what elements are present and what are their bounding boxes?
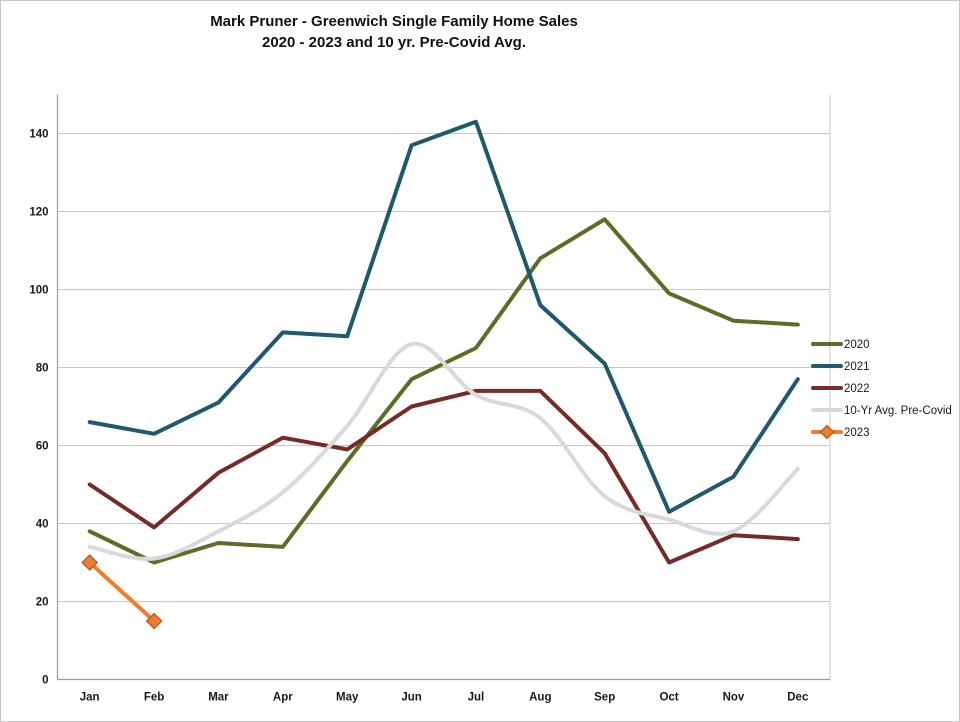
y-tick-label: 140 — [29, 129, 48, 141]
y-tick-label: 120 — [29, 207, 48, 219]
chart-title-line2: 2020 - 2023 and 10 yr. Pre-Covid Avg. — [261, 34, 527, 51]
y-tick-label: 80 — [36, 363, 49, 375]
series-line-2023 — [87, 560, 157, 623]
legend-marker-diamond — [819, 424, 835, 440]
legend-label: 2021 — [844, 361, 870, 373]
chart-title-line1: Mark Pruner - Greenwich Single Family Ho… — [210, 13, 578, 30]
series-line-10-yr-avg-pre-covid — [87, 341, 800, 561]
x-category-label: Jul — [468, 692, 485, 704]
x-category-label: May — [336, 692, 359, 704]
series-line-2022 — [87, 388, 800, 565]
legend-label: 2020 — [844, 339, 870, 351]
x-category-label: Jan — [80, 692, 100, 704]
x-category-label: Apr — [273, 692, 293, 704]
x-category-label: Feb — [144, 692, 164, 704]
y-tick-label: 100 — [29, 285, 48, 297]
x-category-label: Aug — [529, 692, 551, 704]
x-category-label: Mar — [208, 692, 229, 704]
x-category-label: Dec — [787, 692, 809, 704]
data-point-marker — [145, 612, 163, 630]
x-category-label: Sep — [594, 692, 615, 704]
series-line-2020 — [87, 217, 800, 565]
legend-label: 2023 — [844, 427, 870, 439]
y-tick-label: 0 — [42, 675, 48, 687]
x-category-label: Nov — [723, 692, 745, 704]
y-tick-label: 20 — [36, 597, 49, 609]
x-category-label: Oct — [659, 692, 678, 704]
y-tick-label: 60 — [36, 441, 49, 453]
data-point-marker — [81, 554, 99, 571]
legend-label: 2022 — [844, 383, 870, 395]
y-tick-label: 40 — [36, 519, 49, 531]
series-line-2021 — [87, 119, 800, 514]
chart-title: Mark Pruner - Greenwich Single Family Ho… — [14, 11, 774, 53]
x-category-label: Jun — [401, 692, 421, 704]
legend-label: 10-Yr Avg. Pre-Covid — [844, 405, 952, 417]
